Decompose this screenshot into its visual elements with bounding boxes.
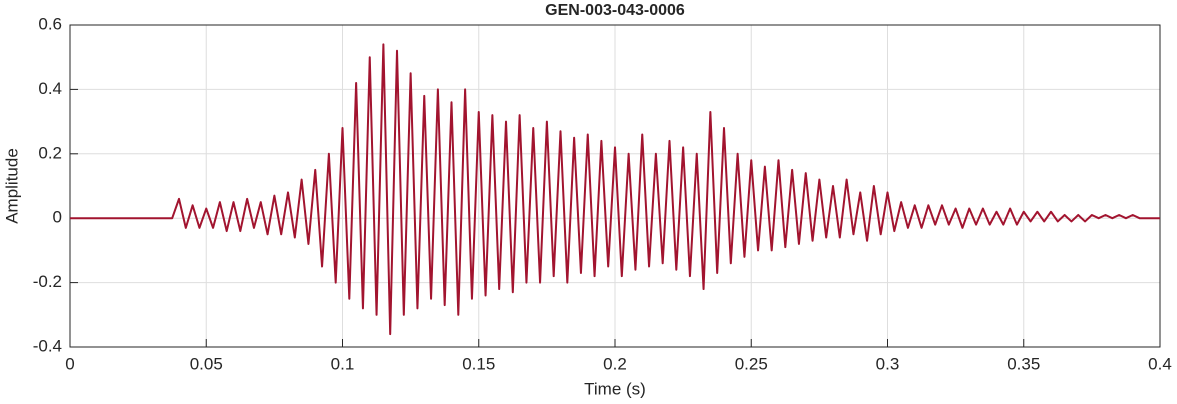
x-tick-label: 0.3: [876, 354, 900, 373]
y-tick-label: 0: [53, 208, 62, 227]
x-tick-label: 0.35: [1007, 354, 1040, 373]
y-tick-label: 0.2: [38, 143, 62, 162]
y-tick-label: -0.4: [33, 336, 62, 355]
y-tick-label: 0.4: [38, 79, 62, 98]
x-tick-label: 0.2: [603, 354, 627, 373]
y-tick-label: -0.2: [33, 272, 62, 291]
y-axis-label: Amplitude: [2, 148, 21, 224]
chart-title: GEN-003-043-0006: [545, 2, 685, 19]
x-tick-label: 0.1: [331, 354, 355, 373]
waveform-line: [70, 43, 1160, 336]
x-axis-label: Time (s): [584, 379, 646, 398]
x-tick-label: 0.25: [735, 354, 768, 373]
plot-frame: [69, 24, 1161, 348]
x-tick-label: 0.4: [1148, 354, 1172, 373]
x-tick-label: 0.05: [190, 354, 223, 373]
y-tick-label: 0.6: [38, 14, 62, 33]
x-tick-label: 0: [65, 354, 74, 373]
x-tick-label: 0.15: [462, 354, 495, 373]
